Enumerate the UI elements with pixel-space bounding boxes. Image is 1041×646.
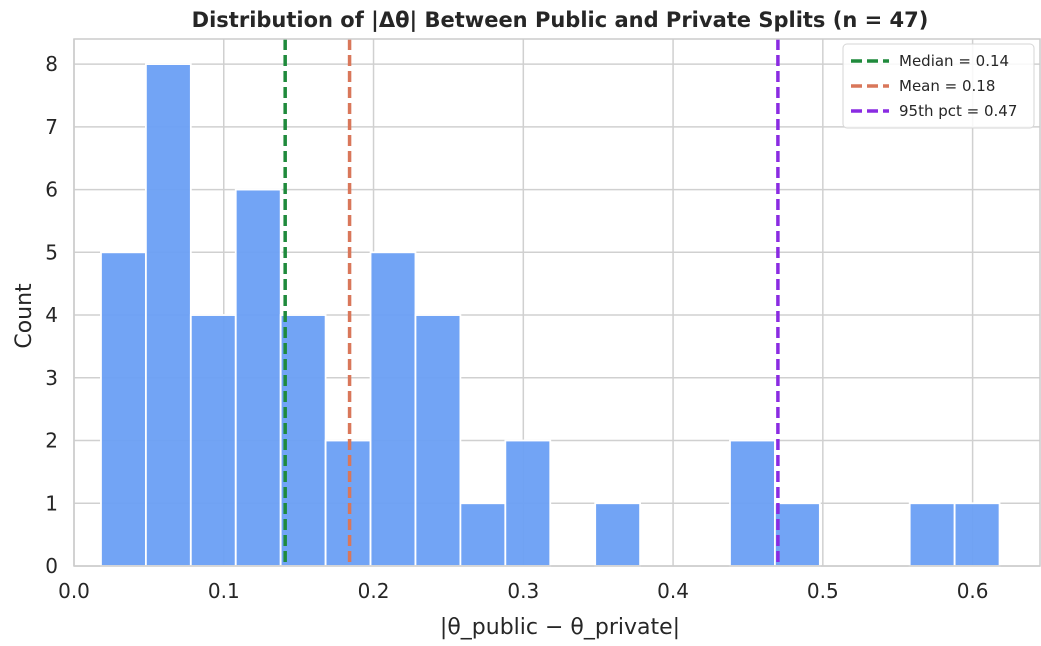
histogram-bar (908, 502, 956, 567)
histogram-bar (729, 439, 776, 567)
legend-box (842, 43, 1035, 129)
x-tick-labels: 0.0 0.1 0.2 0.3 0.4 0.5 0.6 (58, 579, 988, 603)
histogram-bar (594, 502, 642, 567)
histogram-bar (279, 314, 327, 567)
x-tick-label: 0.3 (507, 579, 539, 603)
y-tick-label: 4 (45, 303, 58, 327)
y-tick-label: 2 (45, 429, 58, 453)
legend-label: 95th pct = 0.47 (899, 102, 1017, 120)
y-tick-label: 5 (45, 240, 58, 264)
y-tick-label: 1 (45, 491, 58, 515)
legend-label: Mean = 0.18 (899, 77, 995, 95)
x-tick-label: 0.1 (208, 579, 240, 603)
y-tick-label: 3 (45, 366, 58, 390)
x-tick-label: 0.6 (957, 579, 989, 603)
x-tick-label: 0.4 (657, 579, 689, 603)
plot-frame (73, 38, 1041, 567)
legend: Median = 0.14 Mean = 0.18 95th pct = 0.47 (842, 43, 1035, 129)
x-tick-label: 0.2 (358, 579, 390, 603)
x-axis-label: |θ_public − θ_private| (440, 615, 680, 640)
histogram-bar (504, 439, 552, 567)
histogram-bar (100, 251, 147, 567)
histogram-bar (774, 502, 821, 567)
histogram-bar (144, 63, 192, 567)
y-tick-label: 7 (45, 115, 58, 139)
histogram-bar (369, 251, 417, 567)
y-tick-label: 6 (45, 178, 58, 202)
legend-label: Median = 0.14 (899, 52, 1009, 70)
reference-lines (283, 39, 780, 566)
y-axis-label: Count (12, 283, 37, 349)
y-tick-label: 0 (45, 554, 58, 578)
chart-title: Distribution of |Δθ| Between Public and … (192, 8, 929, 33)
histogram-bar (953, 502, 1001, 567)
y-tick-labels: 0 1 2 3 4 5 6 7 8 (45, 52, 58, 578)
x-tick-label: 0.0 (58, 579, 90, 603)
y-tick-label: 8 (45, 52, 58, 76)
x-tick-label: 0.5 (807, 579, 839, 603)
histogram-bar (414, 314, 462, 567)
histogram-bar (189, 314, 237, 567)
histogram-bar (234, 188, 282, 567)
histogram-bar (459, 502, 507, 567)
